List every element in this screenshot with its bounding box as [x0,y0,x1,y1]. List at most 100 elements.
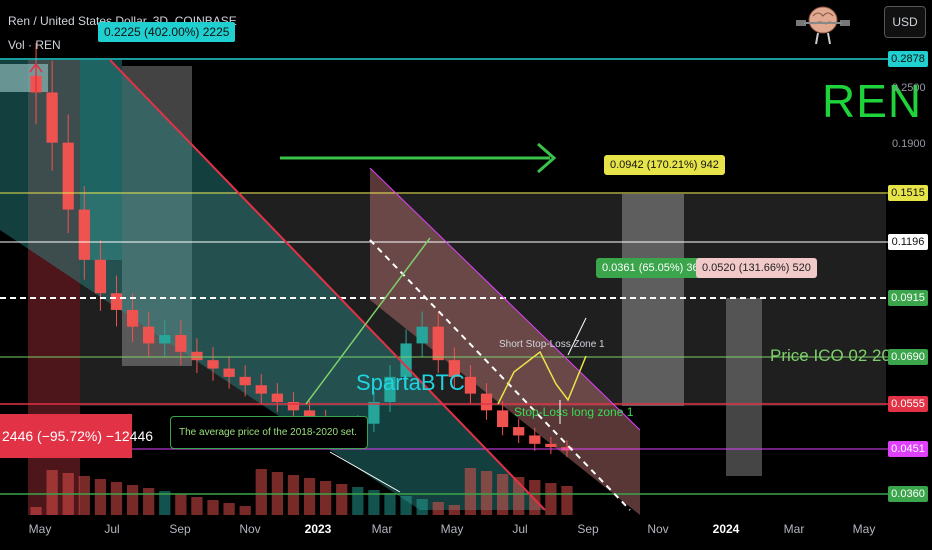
volume-label: Vol · REN [8,38,61,52]
currency-button[interactable]: USD [884,6,926,38]
x-tick-label: May [852,522,876,536]
price-level-tag: 0.1515 [888,185,928,201]
volume-bar [513,477,525,515]
background-layer [0,60,886,515]
volume-bar [287,475,300,515]
candle-body [207,360,219,369]
volume-bar [384,493,396,515]
brain-mascot-icon [796,2,850,51]
candle-body [271,393,283,402]
price-level-tag: 0.0451 [888,441,928,457]
volume-bar [400,496,412,515]
candle-body [513,427,525,436]
price-level-tag: 0.0690 [888,349,928,365]
average-price-note: The average price of the 2018-2020 set. [170,416,368,449]
candles-layer [30,42,573,458]
candle-body [400,343,412,377]
measure-box-2 [726,298,762,476]
y-tick-label: 0.1900 [892,138,926,150]
watermark-label: SpartaBTC [356,370,465,395]
dashed-trend-line [369,239,631,511]
candle-body [529,435,541,444]
candle-body [464,376,477,394]
green-arrow-head [537,142,557,174]
volume-bar [368,490,380,515]
drawings-layer [29,59,641,511]
y-tick-label: 0.2500 [892,82,926,94]
price-levels-layer [0,58,888,495]
pink-channel-line [369,167,641,431]
x-tick-label: 2023 [304,522,332,536]
volume-bar [529,480,541,515]
price-level-tag: 0.0915 [888,290,928,306]
short-stop-loss-label: Short Stop-Loss Zone 1 [499,339,605,350]
volume-bar [46,470,58,515]
volume-bar [239,506,251,515]
measure-box [622,194,684,406]
pink-channel [370,168,640,515]
candle-body [416,326,428,344]
candle-body [78,209,90,260]
candle-body [384,376,396,402]
x-tick-label: Sep [169,522,191,536]
volume-bar [110,482,123,515]
price-ico-label: Price ICO 02 2018 [770,346,910,365]
x-tick-label: May [28,522,52,536]
volume-bar [143,488,155,515]
candle-body [175,335,187,352]
volume-bar [320,481,332,515]
candle-body [368,401,380,424]
price-level-tag: 0.2878 [888,51,928,67]
price-level-tag: 0.0360 [888,486,928,502]
x-tick-label: Mar [371,522,393,536]
candle-body [239,376,251,386]
volume-bar [78,476,90,515]
candle-body [545,443,557,448]
volume-bar [464,468,477,515]
volume-bar [159,491,171,515]
x-tick-label: Sep [577,522,599,536]
volume-bar [126,485,139,515]
measure-label-top: 0.2225 (402.00%) 2225 [98,22,236,42]
volume-bar [416,499,428,515]
measure-label-pink: 0.0520 (131.66%) 520 [696,258,817,278]
candle-body [303,410,316,419]
volume-bar [561,486,573,515]
white-arrow [567,317,587,356]
candle-body [432,326,444,361]
volume-bar [448,505,460,515]
x-tick-label: Nov [647,522,669,536]
x-tick-label: Nov [239,522,261,536]
x-tick-label: 2024 [712,522,740,536]
volume-bar [30,507,42,515]
volume-bar [432,502,444,515]
volume-layer [30,468,573,515]
candle-body [159,335,171,344]
channel-top-line [109,59,546,511]
price-level-tag: 0.1196 [888,234,928,250]
note-pointer [329,451,401,493]
candle-body [110,293,123,310]
descending-channel [0,60,545,510]
volume-bar [207,500,219,515]
red-up-arrow-head [29,62,43,73]
candle-body [448,360,460,377]
volume-bar [191,497,203,515]
volume-bar [175,494,187,515]
x-tick-label: Mar [783,522,805,536]
candle-body [255,385,267,394]
candle-body [287,401,300,411]
long-stop-loss-label: Stop-Loss long zone 1 [514,405,634,419]
drop-measure-label: 2446 (−95.72%) −12446 [0,414,153,458]
measure-label-green: 0.0361 (65.05%) 361 [596,258,711,278]
price-level-tag: 0.0555 [888,396,928,412]
measure-label-yellow: 0.0942 (170.21%) 942 [604,155,725,175]
candle-body [496,410,509,428]
candle-body [143,326,155,344]
volume-bar [352,487,364,515]
volume-bar [94,479,107,515]
volume-bar [336,484,348,515]
candle-body [480,393,493,411]
